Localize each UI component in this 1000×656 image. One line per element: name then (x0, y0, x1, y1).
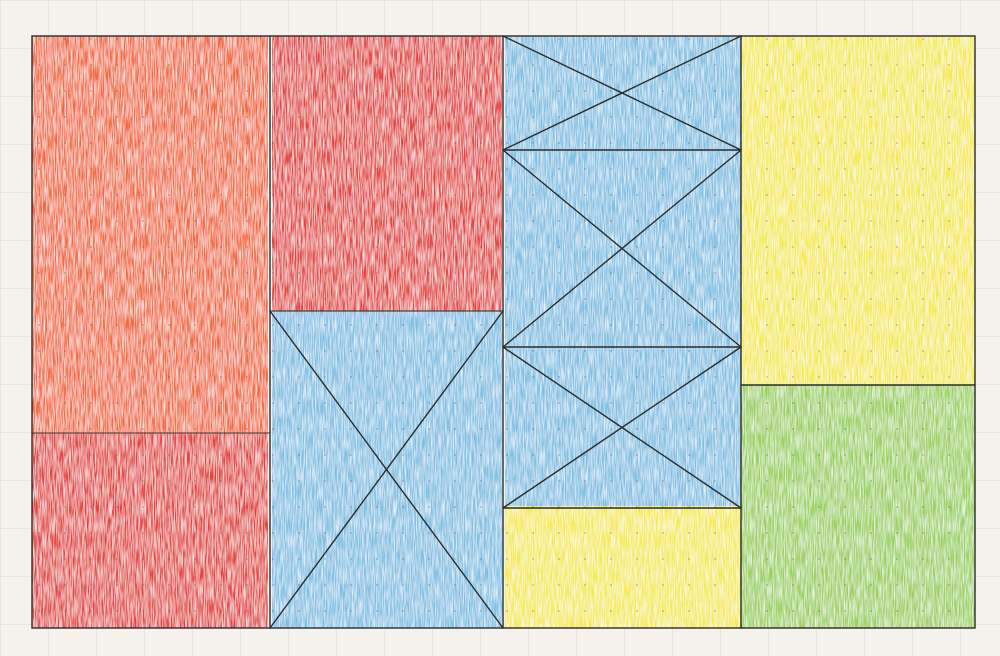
pencil-lines (31, 35, 976, 629)
cross-line-blue-b (269, 310, 504, 629)
diagonal-6 (502, 346, 742, 509)
diagonal-2 (502, 35, 742, 151)
diagonal-4 (502, 149, 742, 348)
